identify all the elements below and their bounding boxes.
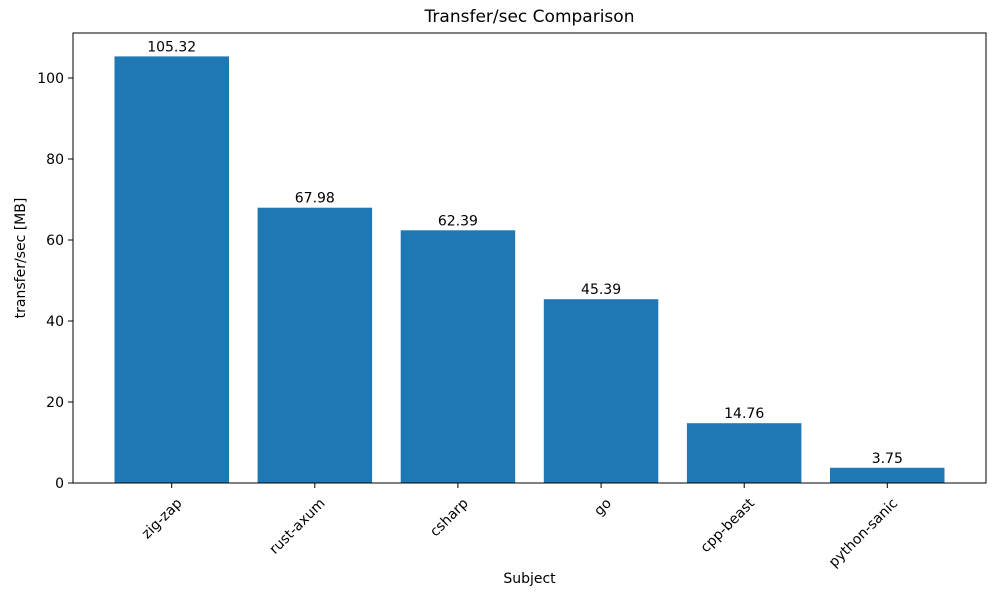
y-tick-label: 60 bbox=[46, 233, 64, 249]
bar-csharp bbox=[400, 230, 516, 483]
chart-title: Transfer/sec Comparison bbox=[424, 7, 635, 27]
x-tick-label-rust-axum: rust-axum bbox=[267, 496, 329, 558]
y-tick-label: 0 bbox=[55, 476, 64, 492]
axes-spines bbox=[72, 32, 987, 484]
y-tick-label: 20 bbox=[46, 395, 64, 411]
bar-python-sanic bbox=[830, 467, 945, 483]
bar-value-label: 105.32 bbox=[147, 39, 196, 55]
bar-rust-axum bbox=[257, 207, 373, 483]
x-tick-label-cpp-beast: cpp-beast bbox=[698, 495, 759, 556]
x-tick-label-zig-zap: zig-zap bbox=[139, 495, 186, 542]
x-tick-label-csharp: csharp bbox=[427, 495, 472, 540]
bar-cpp-beast bbox=[686, 423, 802, 483]
y-tick-label: 40 bbox=[46, 314, 64, 330]
bar-value-label: 67.98 bbox=[295, 191, 335, 207]
x-axis-label: Subject bbox=[503, 571, 556, 587]
bar-value-label: 14.76 bbox=[724, 406, 764, 422]
bar-value-label: 62.39 bbox=[438, 213, 478, 229]
bar-zig-zap bbox=[114, 56, 229, 484]
y-tick-label: 100 bbox=[37, 71, 64, 87]
x-tick-label-go: go bbox=[591, 496, 615, 520]
bar-go bbox=[543, 299, 659, 483]
x-tick-label-python-sanic: python-sanic bbox=[826, 496, 901, 571]
bar-value-label: 45.39 bbox=[581, 282, 621, 298]
y-tick-label: 80 bbox=[46, 152, 64, 168]
bar-value-label: 3.75 bbox=[872, 451, 903, 467]
